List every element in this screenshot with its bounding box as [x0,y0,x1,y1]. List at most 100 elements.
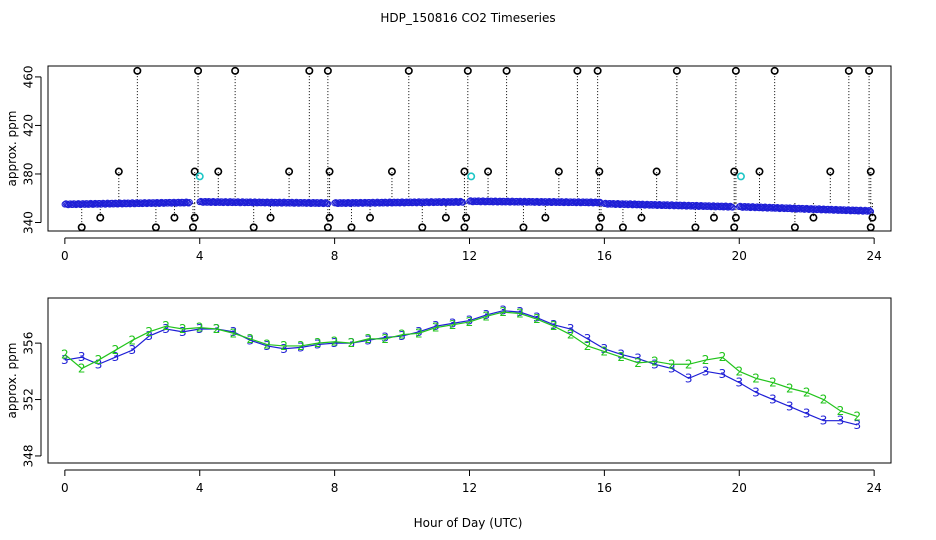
series-marker-3: 3 [837,414,845,428]
series-marker-3: 3 [820,414,828,428]
cal-low-point [460,223,469,232]
series-marker-3: 3 [466,314,474,328]
series-marker-3: 3 [381,330,389,344]
series-marker-3: 3 [449,316,457,330]
series-marker-2: 2 [128,333,136,347]
baseline-point [324,200,332,207]
series-marker-2: 2 [853,409,861,423]
cal-low-point [151,223,160,232]
baseline-point [185,199,192,207]
series-marker-3: 3 [584,332,592,346]
cal-high-point [404,66,413,75]
cal-low-point [96,213,105,222]
series-marker-3: 3 [246,333,254,347]
cal-high-point [133,66,142,75]
series-marker-2: 2 [668,357,676,371]
series-marker-3: 3 [196,322,204,336]
cal-mid-point [190,167,199,176]
series-marker-2: 2 [466,315,474,329]
series-marker-3: 3 [769,393,777,407]
x-tick-label: 8 [331,481,339,495]
cal-high-point [770,66,779,75]
series-marker-2: 2 [348,336,356,350]
series-marker-2: 2 [803,385,811,399]
cal-high-point [672,66,681,75]
y-tick-label: 460 [22,65,36,88]
cal-low-point [418,223,427,232]
series-marker-2: 2 [837,404,845,418]
x-tick-label: 24 [866,481,881,495]
series-marker-3: 3 [112,350,120,364]
x-tick-label: 24 [866,249,881,263]
x-tick-label: 8 [331,249,339,263]
cal-low-point [519,223,528,232]
baseline-point [729,204,736,211]
series-marker-3: 3 [415,325,423,339]
series-marker-3: 3 [516,305,524,319]
series-marker-2: 2 [719,350,727,364]
cal-mid-point [285,167,294,176]
cal-low-point [866,223,875,232]
series-marker-3: 3 [719,367,727,381]
cal-mid-point [554,167,563,176]
series-marker-2: 2 [61,347,69,361]
cal-high-point [231,66,240,75]
series-marker-2: 2 [179,322,187,336]
cal-low-point [347,223,356,232]
series-marker-2: 2 [634,356,642,370]
series-marker-2: 2 [95,353,103,367]
cal-low-point [809,213,818,222]
series-marker-2: 2 [145,325,153,339]
y-axis-label: approx. ppm [5,111,19,187]
series-marker-3: 3 [398,329,406,343]
panel-top-calibration: 0 4 8 12 16 20 24 340 380 420 460 approx. ppm [5,65,892,263]
cal-high-point [305,66,314,75]
cal-mid-point [866,167,875,176]
x-tick-label: 4 [196,481,204,495]
series-marker-2: 2 [601,345,609,359]
series-marker-3: 3 [263,339,271,353]
series-marker-2: 2 [735,364,743,378]
series-marker-3: 3 [365,333,373,347]
cal-low-point [323,223,332,232]
series-marker-3: 3 [432,319,440,333]
series-marker-3: 3 [786,400,794,414]
cal-mid-point [730,167,739,176]
cal-mid-point [826,167,835,176]
cal-high-point [323,66,332,75]
series-marker-2: 2 [584,339,592,353]
series-marker-2: 2 [786,381,794,395]
series-marker-3: 3 [803,407,811,421]
series-marker-2: 2 [78,362,86,376]
series-marker-2: 2 [365,332,373,346]
series-line-3 [64,310,858,426]
baseline-point [866,207,873,214]
series-marker-2: 2 [381,332,389,346]
series-marker-2: 2 [263,338,271,352]
series-marker-3: 3 [567,322,575,336]
series-marker-3: 3 [617,347,625,361]
cal-low-point [790,223,799,232]
cal-mid-point [114,167,123,176]
series-marker-3: 3 [314,338,322,352]
series-marker-2: 2 [432,321,440,335]
series-marker-2: 2 [651,354,659,368]
series-marker-2: 2 [499,305,507,319]
x-tick-label: 12 [462,249,477,263]
series-marker-2: 2 [398,328,406,342]
series-marker-3: 3 [685,371,693,385]
cal-low-point [691,223,700,232]
cal-high-point [593,66,602,75]
cal-low-point [597,213,606,222]
cal-high-point [463,66,472,75]
y-tick-label: 420 [22,114,36,137]
cal-low-point [709,213,718,222]
series-marker-2: 2 [112,343,120,357]
cal-mid-point [484,167,493,176]
cal-high-point [865,66,874,75]
cal-low-point [868,213,877,222]
series-marker-3: 3 [499,304,507,318]
series-marker-2: 2 [415,326,423,340]
cal-high-point [573,66,582,75]
